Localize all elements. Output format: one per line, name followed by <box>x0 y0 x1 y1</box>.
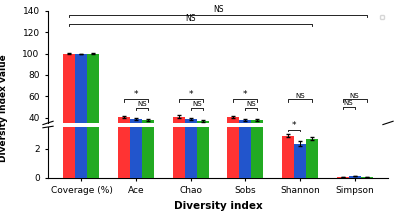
Text: NS: NS <box>213 5 223 15</box>
Bar <box>360 177 372 178</box>
Bar <box>294 144 306 178</box>
Bar <box>227 117 239 160</box>
Text: *: * <box>243 90 248 99</box>
Bar <box>142 0 154 178</box>
Bar <box>348 176 360 178</box>
Text: *: * <box>188 90 193 99</box>
Bar <box>130 0 142 178</box>
Bar <box>294 158 306 160</box>
Text: Diversity index value: Diversity index value <box>0 55 8 162</box>
Legend:  <box>380 15 384 19</box>
Bar <box>197 121 209 160</box>
Text: NS: NS <box>295 93 305 99</box>
Bar <box>251 120 263 160</box>
Bar <box>306 157 318 160</box>
Bar <box>118 117 130 160</box>
Bar <box>173 0 185 178</box>
Bar <box>76 0 88 178</box>
Bar <box>173 117 185 160</box>
Bar <box>251 0 263 178</box>
Bar <box>185 0 197 178</box>
Bar <box>336 177 348 178</box>
Bar <box>282 157 294 160</box>
X-axis label: Diversity index: Diversity index <box>174 201 262 211</box>
Text: NS: NS <box>350 93 359 99</box>
Bar <box>118 0 130 178</box>
Text: NS: NS <box>192 101 202 107</box>
Bar <box>88 0 100 178</box>
Bar <box>64 54 76 160</box>
Bar <box>239 0 251 178</box>
Bar <box>64 0 76 178</box>
Bar <box>142 120 154 160</box>
Bar <box>197 0 209 178</box>
Text: *: * <box>134 90 138 99</box>
Bar <box>227 0 239 178</box>
Bar <box>306 139 318 178</box>
Text: NS: NS <box>344 100 353 106</box>
Bar <box>76 54 88 160</box>
Text: NS: NS <box>246 101 256 107</box>
Bar <box>88 54 100 160</box>
Text: NS: NS <box>186 14 196 23</box>
Bar <box>239 120 251 160</box>
Text: *: * <box>292 121 296 130</box>
Bar <box>185 119 197 160</box>
Text: NS: NS <box>137 101 147 107</box>
Bar <box>130 119 142 160</box>
Bar <box>282 136 294 178</box>
